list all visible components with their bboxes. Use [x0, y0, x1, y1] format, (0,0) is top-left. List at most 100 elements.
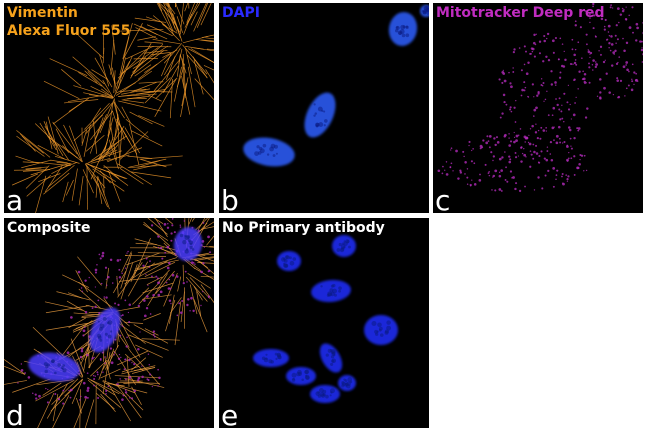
- mito-dot: [577, 88, 579, 90]
- mito-dot: [583, 73, 587, 76]
- fiber: [116, 61, 131, 84]
- mito-dot: [45, 387, 47, 390]
- nucleus-texture: [321, 393, 326, 398]
- fiber: [168, 3, 176, 24]
- mito-dot: [570, 63, 573, 65]
- fiber: [138, 115, 165, 127]
- fiber: [121, 365, 140, 373]
- mito-dot: [525, 50, 527, 53]
- mito-dot: [603, 28, 606, 31]
- mito-dot: [558, 58, 560, 61]
- mito-dot: [82, 381, 86, 385]
- fiber: [193, 47, 214, 52]
- mito-dot: [173, 231, 176, 234]
- fiber: [185, 276, 208, 302]
- fiber: [158, 3, 163, 11]
- mito-dot: [137, 376, 141, 380]
- mito-dot: [552, 185, 555, 188]
- mito-dot: [545, 37, 548, 40]
- mito-dot: [151, 385, 153, 388]
- mito-dot: [34, 393, 37, 396]
- fiber: [175, 3, 185, 25]
- fiber: [87, 352, 101, 368]
- mito-dot: [147, 353, 150, 355]
- mito-dot: [574, 48, 577, 51]
- nucleus-texture: [50, 359, 55, 363]
- mito-dot: [106, 284, 108, 286]
- mito-dot: [20, 369, 24, 372]
- mito-dot: [529, 128, 532, 130]
- mito-dot: [166, 226, 170, 229]
- nucleus-texture: [330, 355, 335, 359]
- mito-dot: [513, 106, 516, 109]
- mito-dot: [94, 305, 97, 308]
- fiber: [127, 155, 153, 159]
- nucleus: [253, 349, 289, 367]
- mito-dot: [493, 137, 496, 140]
- mito-dot: [605, 72, 608, 75]
- fiber: [84, 102, 110, 130]
- nucleus-texture: [374, 329, 378, 334]
- mito-dot: [575, 96, 577, 98]
- mito-dot: [594, 65, 598, 69]
- mito-dot: [38, 394, 41, 398]
- mito-dot: [128, 320, 131, 324]
- mito-dot: [552, 106, 556, 110]
- fiber: [135, 344, 163, 358]
- fiber: [98, 360, 106, 380]
- mito-dot: [468, 144, 470, 147]
- mito-dot: [136, 379, 140, 382]
- mito-dot: [113, 353, 115, 356]
- fiber: [195, 39, 214, 43]
- mito-dot: [125, 378, 127, 381]
- mito-dot: [523, 81, 526, 84]
- nucleus-texture: [292, 257, 297, 261]
- mito-dot: [536, 137, 539, 140]
- mito-dot: [577, 127, 581, 130]
- mito-dot: [101, 351, 104, 354]
- mito-dot: [636, 26, 639, 30]
- mito-dot: [616, 79, 620, 82]
- mito-dot: [150, 224, 154, 227]
- mito-dot: [520, 160, 523, 163]
- fiber: [108, 139, 119, 170]
- mito-dot: [535, 33, 537, 35]
- mito-dot: [588, 62, 590, 65]
- fiber: [132, 237, 151, 279]
- mito-dot: [543, 34, 546, 38]
- fiber: [93, 120, 98, 154]
- mito-dot: [640, 40, 643, 43]
- mito-dot: [559, 118, 562, 121]
- panel-letter: a: [6, 184, 23, 217]
- mito-dot: [618, 21, 620, 24]
- mito-dot: [611, 7, 614, 9]
- fiber: [90, 157, 111, 164]
- fiber: [45, 305, 90, 314]
- mito-dot: [546, 150, 549, 152]
- fiber: [162, 24, 178, 34]
- mito-dot: [118, 353, 121, 356]
- nucleus-texture: [304, 369, 310, 375]
- nucleus-texture: [107, 334, 112, 339]
- mito-dot: [32, 392, 34, 394]
- mito-dot: [513, 131, 515, 134]
- mito-dot: [645, 57, 647, 59]
- mito-dot: [473, 162, 476, 165]
- mito-dot: [596, 14, 598, 16]
- fiber: [140, 155, 183, 160]
- mito-dot: [80, 287, 83, 289]
- mito-dot: [558, 137, 561, 140]
- fiber: [99, 99, 115, 134]
- mito-dot: [575, 63, 578, 66]
- mito-dot: [509, 108, 512, 111]
- fiber: [85, 164, 106, 189]
- mito-dot: [99, 257, 102, 260]
- mito-dot: [555, 174, 558, 176]
- mito-dot: [216, 247, 219, 250]
- mito-dot: [600, 53, 602, 56]
- mito-dot: [541, 187, 544, 190]
- mito-dot: [602, 60, 606, 64]
- mito-dot: [197, 229, 200, 232]
- nucleus: [89, 307, 121, 353]
- fiber: [47, 116, 59, 155]
